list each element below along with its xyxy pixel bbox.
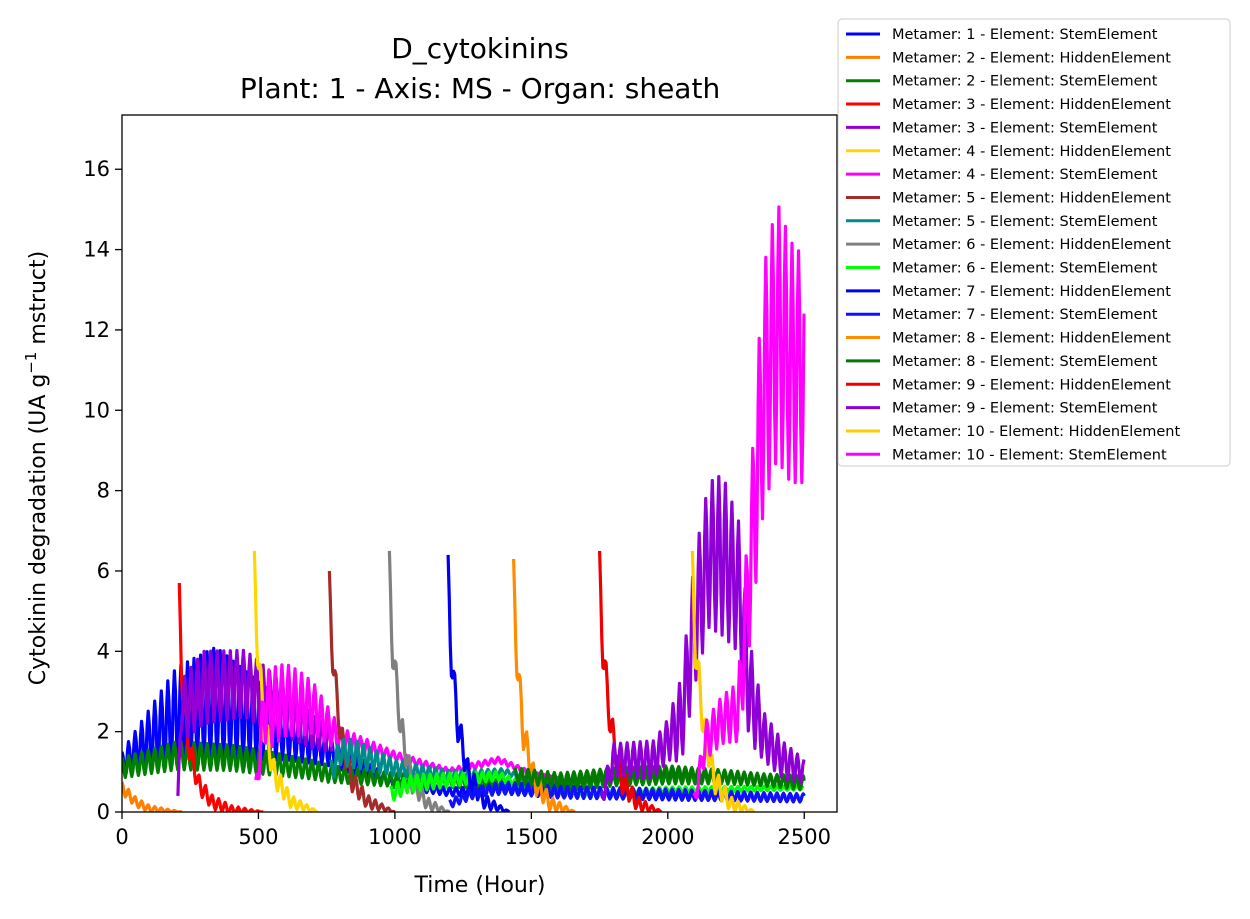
series-line-2 (122, 781, 183, 812)
y-tick-label-6: 12 (83, 318, 110, 342)
series-line-17 (600, 475, 806, 801)
y-tick-label-3: 6 (97, 559, 110, 583)
y-axis: 0 2 4 6 8 10 12 14 16 (83, 157, 122, 824)
legend-label-14: Metamer: 8 - Element: HiddenElement (892, 331, 1171, 347)
legend-label-18: Metamer: 10 - Element: HiddenElement (892, 424, 1180, 440)
legend-label-17: Metamer: 9 - Element: StemElement (892, 401, 1158, 417)
y-tick-label-5: 10 (83, 398, 110, 422)
plot-frame (121, 114, 838, 813)
legend-label-5: Metamer: 3 - Element: StemElement (892, 120, 1158, 136)
legend-label-11: Metamer: 6 - Element: StemElement (892, 261, 1158, 277)
x-tick-label-2: 1000 (368, 825, 421, 849)
legend: Metamer: 1 - Element: StemElement Metamer… (837, 18, 1231, 467)
series-line-10 (387, 550, 451, 812)
legend-label-7: Metamer: 4 - Element: StemElement (892, 167, 1158, 183)
y-axis-label-main: Cytokinin degradation (UA g (26, 374, 51, 686)
series-line-8 (327, 570, 396, 812)
legend-label-10: Metamer: 6 - Element: HiddenElement (892, 237, 1171, 253)
y-axis-label: Cytokinin degradation (UA g−1 mstruct) (22, 251, 51, 686)
x-tick-label-5: 2500 (778, 825, 831, 849)
x-axis: 0 500 1000 1500 2000 2500 (115, 812, 831, 849)
x-tick-label-0: 0 (115, 825, 128, 849)
legend-label-8: Metamer: 5 - Element: HiddenElement (892, 190, 1171, 206)
legend-label-4: Metamer: 3 - Element: HiddenElement (892, 97, 1171, 113)
legend-label-13: Metamer: 7 - Element: StemElement (892, 307, 1158, 323)
legend-label-1: Metamer: 1 - Element: StemElement (892, 27, 1158, 43)
legend-label-3: Metamer: 2 - Element: StemElement (892, 74, 1158, 90)
y-tick-label-8: 16 (83, 157, 110, 181)
y-tick-label-4: 8 (97, 479, 110, 503)
y-tick-label-2: 4 (97, 639, 110, 663)
chart-subtitle: Plant: 1 - Axis: MS - Organ: sheath (240, 72, 720, 105)
series-layer (122, 205, 806, 812)
series-line-5 (176, 648, 334, 796)
legend-label-6: Metamer: 4 - Element: HiddenElement (892, 144, 1171, 160)
legend-frame (837, 18, 1231, 467)
x-tick-label-4: 2000 (641, 825, 694, 849)
x-tick-label-1: 500 (238, 825, 278, 849)
y-axis-label-tail: mstruct) (26, 251, 51, 352)
series-line-15 (513, 764, 806, 792)
y-tick-label-0: 0 (97, 800, 110, 824)
y-axis-label-exponent: −1 (22, 352, 40, 374)
legend-label-9: Metamer: 5 - Element: StemElement (892, 214, 1158, 230)
series-line-19 (692, 205, 806, 800)
legend-label-19: Metamer: 10 - Element: StemElement (892, 447, 1167, 463)
x-axis-label: Time (Hour) (414, 873, 546, 898)
x-tick-label-3: 1500 (505, 825, 558, 849)
legend-label-12: Metamer: 7 - Element: HiddenElement (892, 284, 1171, 300)
legend-label-2: Metamer: 2 - Element: HiddenElement (892, 50, 1171, 66)
series-line-14 (512, 558, 576, 812)
series-line-18 (690, 550, 756, 812)
y-tick-label-1: 2 (97, 720, 110, 744)
chart-title: D_cytokinins (391, 32, 569, 65)
legend-label-15: Metamer: 8 - Element: StemElement (892, 354, 1158, 370)
legend-label-16: Metamer: 9 - Element: HiddenElement (892, 377, 1171, 393)
series-line-16 (598, 550, 663, 812)
y-tick-label-7: 14 (83, 238, 110, 262)
